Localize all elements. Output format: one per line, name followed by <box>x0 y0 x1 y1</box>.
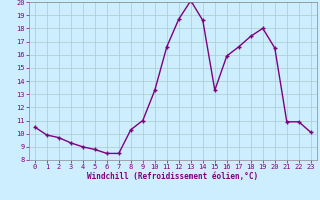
X-axis label: Windchill (Refroidissement éolien,°C): Windchill (Refroidissement éolien,°C) <box>87 172 258 181</box>
